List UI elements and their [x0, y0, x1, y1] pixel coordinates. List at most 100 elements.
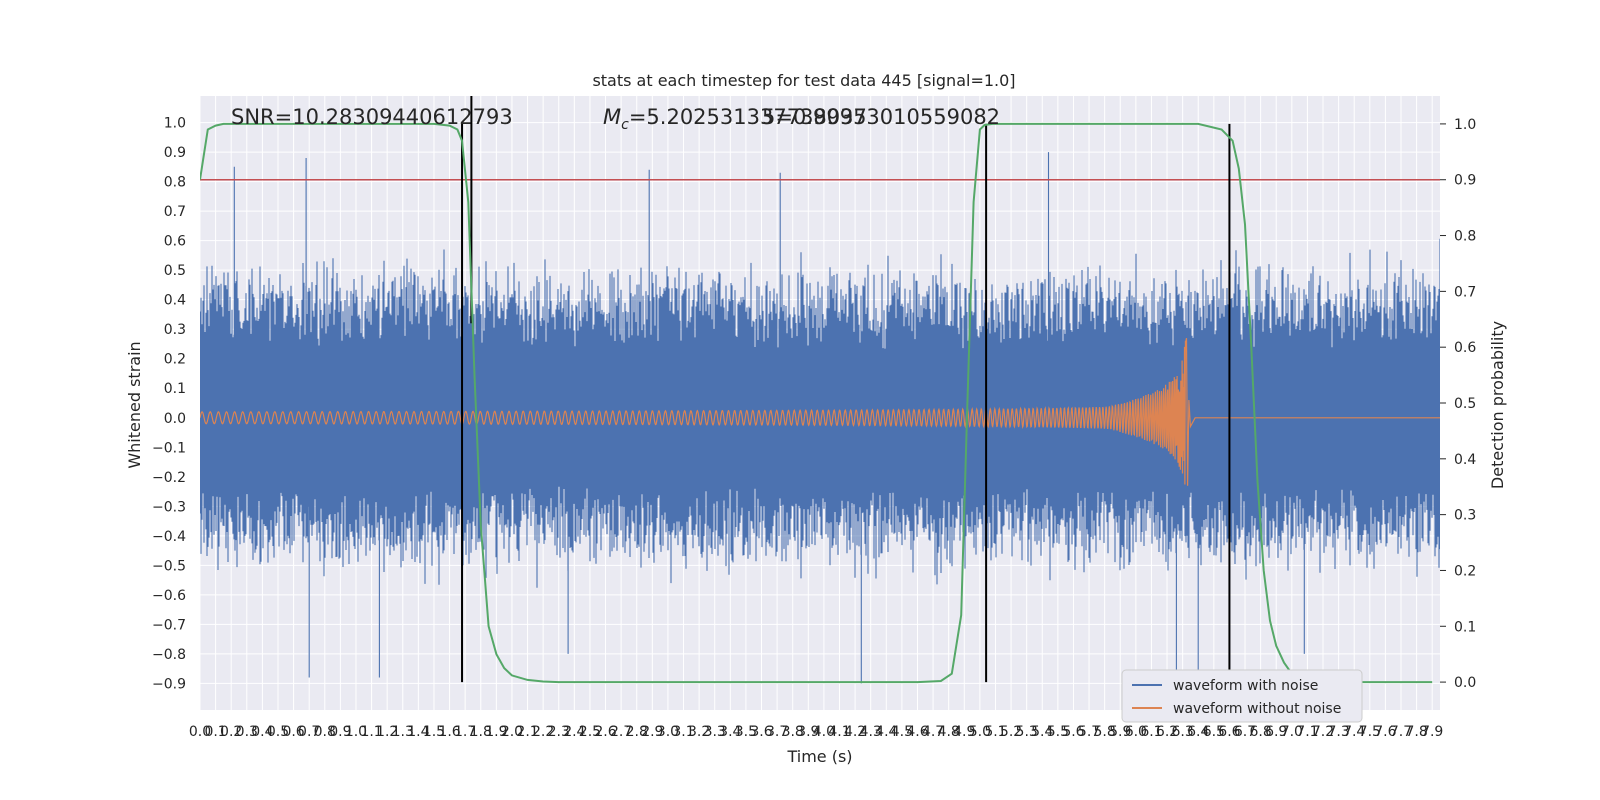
x-tick-label: 5.5	[1047, 724, 1069, 740]
y-tick-label: 0.0	[164, 411, 186, 427]
x-tick-label: 6.3	[1172, 724, 1194, 740]
x-tick-label: 2.9	[641, 724, 663, 740]
y-tick-label: 0.5	[164, 263, 186, 279]
chirp-mass-symbol: M	[603, 105, 621, 129]
y2-tick-label: 0.8	[1454, 229, 1476, 245]
x-tick-label: 2.2	[532, 724, 554, 740]
x-tick-label: 1.6	[438, 724, 460, 740]
x-tick-label: 3.4	[719, 724, 741, 740]
y2-tick-label: 0.3	[1454, 508, 1476, 524]
x-tick-label: 7.6	[1374, 724, 1396, 740]
y2-tick-label: 0.6	[1454, 340, 1476, 356]
y-tick-label: −0.6	[152, 588, 186, 604]
x-tick-label: 4.3	[860, 724, 882, 740]
x-tick-label: 1.8	[470, 724, 492, 740]
legend: waveform with noise waveform without noi…	[1121, 669, 1363, 723]
x-tick-label: 2.4	[563, 724, 585, 740]
x-tick-label: 5.7	[1078, 724, 1100, 740]
x-tick-label: 0.6	[282, 724, 304, 740]
y2-tick-label: 1.0	[1454, 117, 1476, 133]
y2-tick-label: 0.7	[1454, 284, 1476, 300]
y-tick-label: −0.9	[152, 676, 186, 692]
x-tick-label: 1.9	[485, 724, 507, 740]
chart-title: stats at each timestep for test data 445…	[592, 71, 1015, 90]
series-detection-probability	[200, 122, 1433, 684]
x-tick-label: 5.9	[1109, 724, 1131, 740]
y2-tick-label: 0.4	[1454, 452, 1476, 468]
y-tick-label: 0.8	[164, 175, 186, 191]
x-tick-label: 6.7	[1234, 724, 1256, 740]
x-tick-label: 3.1	[672, 724, 694, 740]
x-tick-label: 1.5	[423, 724, 445, 740]
y2-tick-label: 0.0	[1454, 675, 1476, 691]
x-tick-label: 6.6	[1218, 724, 1240, 740]
x-tick-label: 0.5	[267, 724, 289, 740]
x-tick-label: 0.3	[236, 724, 258, 740]
y-tick-label: 0.3	[164, 322, 186, 338]
x-tick-label: 7.8	[1405, 724, 1427, 740]
x-tick-label: 4.6	[906, 724, 928, 740]
x-tick-label: 3.9	[797, 724, 819, 740]
x-tick-label: 5.6	[1062, 724, 1084, 740]
x-tick-label: 0.7	[298, 724, 320, 740]
x-tick-label: 3.5	[735, 724, 757, 740]
chirp-mass-subscript: c	[621, 117, 629, 133]
x-tick-label: 2.3	[548, 724, 570, 740]
x-tick-label: 2.1	[516, 724, 538, 740]
x-tick-label: 4.8	[938, 724, 960, 740]
x-tick-label: 5.2	[1000, 724, 1022, 740]
y-tick-label: −0.8	[152, 647, 186, 663]
y2-axis-label: Detection probability	[1488, 321, 1507, 489]
x-tick-label: 6.1	[1140, 724, 1162, 740]
x-tick-label: 3.3	[704, 724, 726, 740]
x-tick-label: 2.0	[501, 724, 523, 740]
x-tick-label: 6.5	[1203, 724, 1225, 740]
y-tick-label: 0.6	[164, 234, 186, 250]
x-tick-label: 4.4	[875, 724, 897, 740]
x-tick-label: 3.2	[688, 724, 710, 740]
x-tick-label: 1.0	[345, 724, 367, 740]
y-axis-label: Whitened strain	[125, 341, 144, 468]
snr-annotation: SNR=10.28309440612793	[231, 105, 513, 129]
x-tick-label: 7.0	[1281, 724, 1303, 740]
x-tick-label: 7.9	[1421, 724, 1443, 740]
x-tick-label: 1.7	[454, 724, 476, 740]
y-tick-label: 1.0	[164, 116, 186, 132]
overlap-annotation: 5=0.99953010559082	[762, 105, 1000, 129]
x-tick-label: 4.5	[891, 724, 913, 740]
x-tick-label: 0.4	[251, 724, 273, 740]
series-waveform-without-noise	[200, 337, 1440, 486]
x-tick-label: 0.8	[314, 724, 336, 740]
x-tick-label: 0.9	[329, 724, 351, 740]
y2-tick-label: 0.2	[1454, 563, 1476, 579]
y2-tick-label: 0.9	[1454, 173, 1476, 189]
x-tick-label: 2.5	[579, 724, 601, 740]
x-tick-label: 2.6	[594, 724, 616, 740]
x-tick-label: 7.3	[1327, 724, 1349, 740]
y-tick-label: −0.1	[152, 440, 186, 456]
x-axis-label: Time (s)	[786, 747, 852, 766]
x-tick-label: 4.7	[922, 724, 944, 740]
x-tick-label: 7.1	[1296, 724, 1318, 740]
y-tick-label: −0.3	[152, 499, 186, 515]
x-tick-label: 1.4	[407, 724, 429, 740]
y-tick-label: −0.5	[152, 558, 186, 574]
x-tick-label: 6.2	[1156, 724, 1178, 740]
y-tick-label: 0.2	[164, 352, 186, 368]
x-tick-label: 4.0	[813, 724, 835, 740]
x-tick-label: 5.3	[1016, 724, 1038, 740]
y-tick-label: 0.7	[164, 204, 186, 220]
y2-tick-label: 0.5	[1454, 396, 1476, 412]
x-tick-label: 2.8	[626, 724, 648, 740]
x-tick-label: 4.9	[953, 724, 975, 740]
y-tick-label: 0.9	[164, 145, 186, 161]
x-tick-label: 6.9	[1265, 724, 1287, 740]
x-tick-label: 3.8	[782, 724, 804, 740]
y-tick-label: −0.4	[152, 529, 186, 545]
x-tick-label: 4.2	[844, 724, 866, 740]
x-tick-label: 1.2	[376, 724, 398, 740]
x-tick-label: 0.0	[189, 724, 211, 740]
x-tick-label: 3.0	[657, 724, 679, 740]
x-tick-label: 5.0	[969, 724, 991, 740]
